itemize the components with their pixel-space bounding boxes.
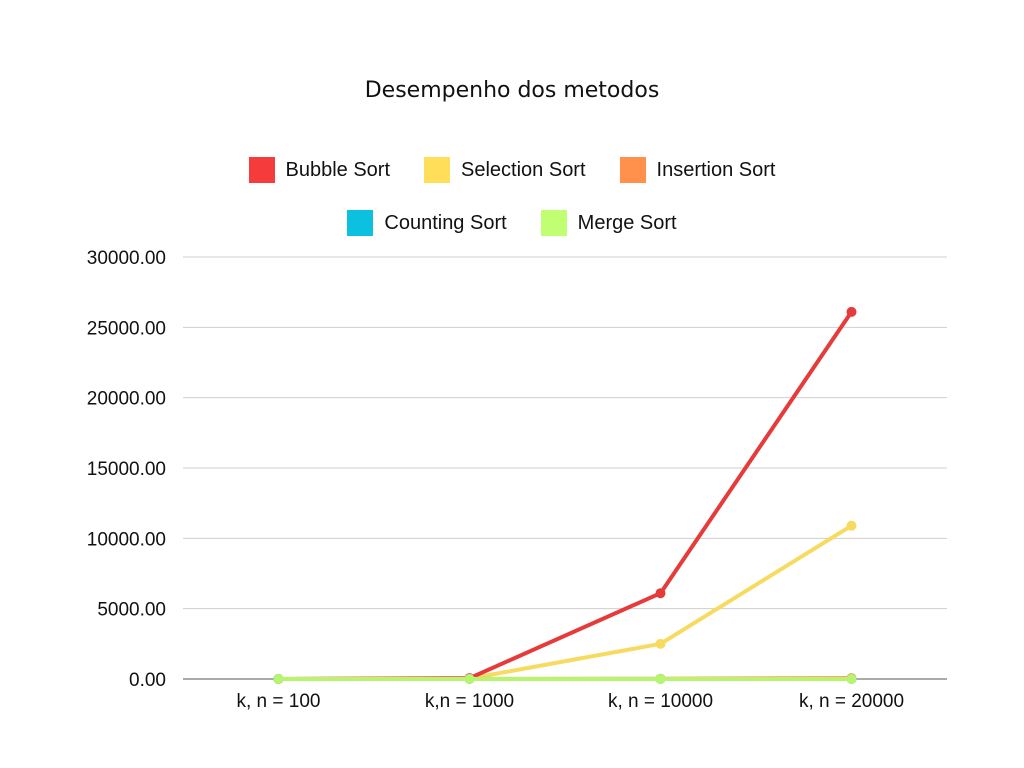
data-point-merge-sort-2 [655, 674, 666, 684]
legend-swatch-bubble-sort [248, 157, 275, 183]
x-tick-label-1: k,n = 1000 [425, 691, 514, 712]
y-tick-label-2: 10000.00 [87, 529, 166, 550]
legend-label-selection-sort: Selection Sort [461, 158, 586, 181]
y-tick-label-0: 0.00 [129, 670, 166, 691]
x-tick-label-2: k, n = 10000 [608, 691, 713, 712]
legend-item-counting-sort[interactable]: Counting Sort [347, 210, 507, 236]
data-point-bubble-sort-2 [655, 588, 666, 599]
series-line-selection-sort [276, 523, 854, 681]
y-tick-label-5: 25000.00 [87, 318, 166, 339]
legend-swatch-selection-sort [424, 157, 451, 183]
y-tick-label-6: 30000.00 [87, 248, 166, 269]
data-point-selection-sort-3 [846, 520, 857, 531]
legend-item-bubble-sort[interactable]: Bubble Sort [248, 157, 391, 183]
data-point-merge-sort-1 [464, 674, 475, 684]
y-tick-label-1: 5000.00 [97, 600, 166, 621]
legend-row-2: Counting Sort Merge Sort [0, 210, 1024, 236]
data-point-bubble-sort-3 [846, 306, 857, 317]
legend-label-bubble-sort: Bubble Sort [285, 158, 391, 181]
data-point-selection-sort-2 [655, 638, 666, 649]
legend-item-merge-sort[interactable]: Merge Sort [540, 210, 677, 236]
legend-item-insertion-sort[interactable]: Insertion Sort [619, 157, 776, 183]
y-tick-label-3: 15000.00 [87, 459, 166, 480]
y-tick-label-4: 20000.00 [87, 389, 166, 410]
legend-item-selection-sort[interactable]: Selection Sort [424, 157, 586, 183]
chart-title: Desempenho dos metodos [364, 78, 660, 103]
legend-label-insertion-sort: Insertion Sort [656, 158, 776, 181]
x-tick-label-0: k, n = 100 [237, 691, 321, 712]
legend-row-1: Bubble Sort Selection Sort Insertion Sor… [0, 157, 1024, 183]
data-point-merge-sort-3 [846, 674, 857, 684]
legend-swatch-insertion-sort [619, 157, 646, 183]
legend-label-merge-sort: Merge Sort [577, 211, 677, 234]
legend-label-counting-sort: Counting Sort [384, 211, 507, 234]
series-line-bubble-sort [276, 309, 854, 681]
legend-swatch-counting-sort [347, 210, 374, 236]
data-point-merge-sort-0 [273, 674, 284, 684]
legend-swatch-merge-sort [540, 210, 567, 236]
x-tick-label-3: k, n = 20000 [799, 691, 904, 712]
